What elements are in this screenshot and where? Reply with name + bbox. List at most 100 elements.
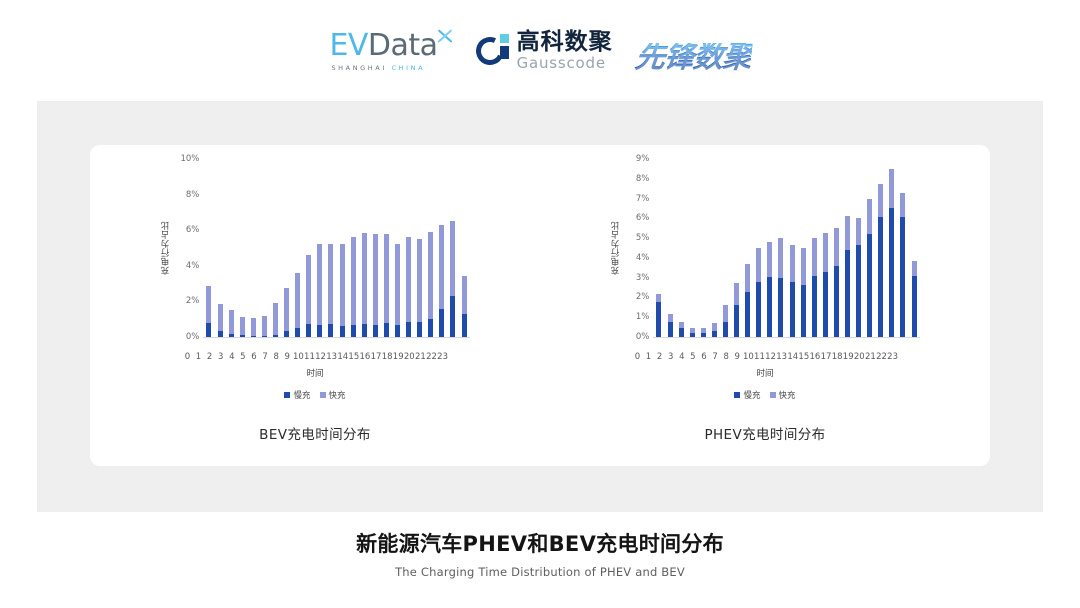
- bar-segment-slow-charge[interactable]: [678, 328, 684, 337]
- bar-segment-slow-charge[interactable]: [734, 304, 740, 337]
- bar-column[interactable]: [753, 159, 764, 337]
- bar-segment-slow-charge[interactable]: [361, 324, 367, 337]
- bar-segment-slow-charge[interactable]: [833, 265, 839, 337]
- bar-column[interactable]: [775, 159, 786, 337]
- bar-segment-slow-charge[interactable]: [811, 275, 817, 337]
- bar-column[interactable]: [709, 159, 720, 337]
- bar-column[interactable]: [897, 159, 908, 337]
- bar-column[interactable]: [676, 159, 687, 337]
- bar-segment-slow-charge[interactable]: [667, 321, 673, 337]
- bar-segment-fast-charge[interactable]: [328, 244, 334, 325]
- stacked-bar[interactable]: [778, 238, 784, 337]
- bar-segment-slow-charge[interactable]: [317, 324, 323, 337]
- bar-column[interactable]: [203, 159, 214, 337]
- stacked-bar[interactable]: [361, 233, 367, 337]
- bar-column[interactable]: [831, 159, 842, 337]
- bar-column[interactable]: [348, 159, 359, 337]
- stacked-bar[interactable]: [228, 310, 234, 337]
- bar-segment-slow-charge[interactable]: [383, 322, 389, 337]
- stacked-bar[interactable]: [306, 254, 312, 337]
- bar-segment-fast-charge[interactable]: [778, 238, 784, 278]
- stacked-bar[interactable]: [900, 193, 906, 337]
- bar-segment-slow-charge[interactable]: [711, 330, 717, 337]
- stacked-bar[interactable]: [461, 275, 467, 337]
- bar-segment-slow-charge[interactable]: [439, 308, 445, 337]
- stacked-bar[interactable]: [856, 218, 862, 337]
- bar-segment-slow-charge[interactable]: [845, 249, 851, 337]
- stacked-bar[interactable]: [867, 198, 873, 337]
- bar-column[interactable]: [886, 159, 897, 337]
- bar-segment-slow-charge[interactable]: [856, 245, 862, 337]
- bar-column[interactable]: [414, 159, 425, 337]
- bar-segment-fast-charge[interactable]: [822, 232, 828, 273]
- bar-column[interactable]: [731, 159, 742, 337]
- stacked-bar[interactable]: [711, 323, 717, 337]
- bar-segment-slow-charge[interactable]: [284, 330, 290, 337]
- stacked-bar[interactable]: [833, 227, 839, 337]
- bar-segment-slow-charge[interactable]: [339, 325, 345, 337]
- bar-segment-fast-charge[interactable]: [867, 198, 873, 235]
- bar-segment-fast-charge[interactable]: [900, 193, 906, 218]
- bar-column[interactable]: [248, 159, 259, 337]
- stacked-bar[interactable]: [217, 304, 223, 337]
- bar-segment-fast-charge[interactable]: [239, 316, 245, 336]
- stacked-bar[interactable]: [261, 316, 267, 337]
- bar-segment-fast-charge[interactable]: [372, 234, 378, 325]
- bar-segment-fast-charge[interactable]: [711, 323, 717, 331]
- bar-segment-fast-charge[interactable]: [911, 261, 917, 276]
- bar-segment-fast-charge[interactable]: [700, 328, 706, 333]
- bar-segment-slow-charge[interactable]: [272, 334, 278, 337]
- bar-segment-fast-charge[interactable]: [295, 273, 301, 329]
- bar-column[interactable]: [809, 159, 820, 337]
- bar-segment-slow-charge[interactable]: [767, 277, 773, 337]
- bar-segment-slow-charge[interactable]: [461, 313, 467, 337]
- stacked-bar[interactable]: [800, 248, 806, 337]
- bar-segment-slow-charge[interactable]: [372, 324, 378, 337]
- bar-column[interactable]: [392, 159, 403, 337]
- stacked-bar[interactable]: [789, 245, 795, 337]
- bar-segment-fast-charge[interactable]: [306, 254, 312, 325]
- bar-column[interactable]: [909, 159, 920, 337]
- bar-column[interactable]: [403, 159, 414, 337]
- bar-segment-slow-charge[interactable]: [911, 275, 917, 337]
- bar-segment-fast-charge[interactable]: [339, 244, 345, 326]
- bar-segment-fast-charge[interactable]: [439, 224, 445, 309]
- stacked-bar[interactable]: [689, 327, 695, 337]
- stacked-bar[interactable]: [239, 316, 245, 337]
- bar-segment-slow-charge[interactable]: [417, 322, 423, 337]
- stacked-bar[interactable]: [350, 237, 356, 337]
- bar-segment-slow-charge[interactable]: [800, 285, 806, 337]
- bar-column[interactable]: [425, 159, 436, 337]
- bar-segment-fast-charge[interactable]: [217, 304, 223, 331]
- bar-column[interactable]: [698, 159, 709, 337]
- bar-column[interactable]: [742, 159, 753, 337]
- stacked-bar[interactable]: [428, 231, 434, 337]
- stacked-bar[interactable]: [722, 305, 728, 337]
- bar-segment-slow-charge[interactable]: [428, 319, 434, 337]
- bar-segment-fast-charge[interactable]: [833, 227, 839, 266]
- stacked-bar[interactable]: [734, 283, 740, 337]
- bar-column[interactable]: [325, 159, 336, 337]
- bar-column[interactable]: [653, 159, 664, 337]
- bar-segment-slow-charge[interactable]: [900, 217, 906, 337]
- stacked-bar[interactable]: [656, 293, 662, 337]
- bar-column[interactable]: [842, 159, 853, 337]
- bar-segment-slow-charge[interactable]: [228, 334, 234, 337]
- bar-segment-fast-charge[interactable]: [284, 288, 290, 331]
- bar-segment-slow-charge[interactable]: [778, 277, 784, 337]
- bar-column[interactable]: [720, 159, 731, 337]
- bar-segment-fast-charge[interactable]: [206, 286, 212, 323]
- bar-segment-slow-charge[interactable]: [689, 332, 695, 337]
- bar-column[interactable]: [292, 159, 303, 337]
- stacked-bar[interactable]: [439, 224, 445, 337]
- bar-column[interactable]: [664, 159, 675, 337]
- bar-segment-slow-charge[interactable]: [239, 335, 245, 337]
- bar-column[interactable]: [436, 159, 447, 337]
- legend-item[interactable]: 快充: [319, 389, 346, 401]
- bar-column[interactable]: [459, 159, 470, 337]
- bar-column[interactable]: [237, 159, 248, 337]
- bar-segment-fast-charge[interactable]: [745, 264, 751, 292]
- bar-segment-slow-charge[interactable]: [395, 324, 401, 337]
- bar-segment-slow-charge[interactable]: [867, 234, 873, 337]
- bar-segment-fast-charge[interactable]: [406, 237, 412, 322]
